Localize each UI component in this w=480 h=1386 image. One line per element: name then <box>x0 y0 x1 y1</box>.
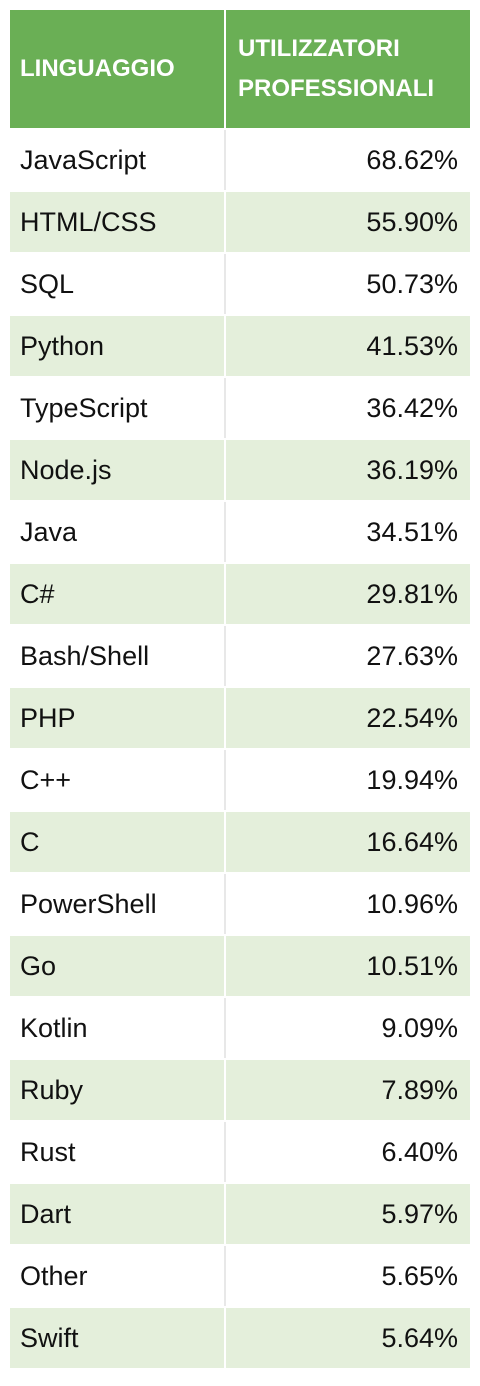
language-cell: PHP <box>10 688 226 748</box>
table-row: Go 10.51% <box>10 934 470 996</box>
usage-value-cell: 29.81% <box>366 578 458 609</box>
language-cell: Bash/Shell <box>10 626 226 686</box>
table-row: HTML/CSS 55.90% <box>10 190 470 252</box>
language-cell: Rust <box>10 1122 226 1182</box>
table-row: Rust 6.40% <box>10 1120 470 1182</box>
language-cell: Swift <box>10 1308 226 1368</box>
usage-value-cell: 50.73% <box>366 268 458 299</box>
usage-value-cell: 41.53% <box>366 330 458 361</box>
usage-value-cell: 6.40% <box>381 1136 458 1167</box>
table-row: Java 34.51% <box>10 500 470 562</box>
language-cell: Ruby <box>10 1060 226 1120</box>
usage-value-cell: 34.51% <box>366 516 458 547</box>
table-row: Swift 5.64% <box>10 1306 470 1368</box>
language-cell: Node.js <box>10 440 226 500</box>
usage-value-cell: 10.96% <box>366 888 458 919</box>
language-cell: HTML/CSS <box>10 192 226 252</box>
usage-value-cell: 27.63% <box>366 640 458 671</box>
usage-value-cell: 9.09% <box>381 1012 458 1043</box>
usage-value-cell: 36.19% <box>366 454 458 485</box>
language-cell: Java <box>10 502 226 562</box>
language-cell: PowerShell <box>10 874 226 934</box>
table-row: Ruby 7.89% <box>10 1058 470 1120</box>
language-cell: C++ <box>10 750 226 810</box>
header-users-line-2: PROFESSIONALI <box>238 75 435 102</box>
table-row: TypeScript 36.42% <box>10 376 470 438</box>
table-body: JavaScript 68.62% HTML/CSS 55.90% SQL 50.73% P… <box>10 128 470 1368</box>
table-row: PowerShell 10.96% <box>10 872 470 934</box>
usage-value-cell: 5.65% <box>381 1260 458 1291</box>
usage-value-cell: 36.42% <box>366 392 458 423</box>
language-cell: Python <box>10 316 226 376</box>
usage-value-cell: 55.90% <box>366 206 458 237</box>
table-row: C# 29.81% <box>10 562 470 624</box>
header-language: LINGUAGGIO <box>10 10 226 128</box>
table-row: C 16.64% <box>10 810 470 872</box>
usage-value-cell: 10.51% <box>366 950 458 981</box>
language-cell: SQL <box>10 254 226 314</box>
language-cell: Other <box>10 1246 226 1306</box>
usage-value-cell: 16.64% <box>366 826 458 857</box>
usage-value-cell: 5.97% <box>381 1198 458 1229</box>
table-header: LINGUAGGIO UTILIZZATORI PROFESSIONALI <box>10 10 470 128</box>
usage-value-cell: 5.64% <box>381 1322 458 1353</box>
language-cell: TypeScript <box>10 378 226 438</box>
table-row: Kotlin 9.09% <box>10 996 470 1058</box>
table-row: SQL 50.73% <box>10 252 470 314</box>
table-row: PHP 22.54% <box>10 686 470 748</box>
language-cell: Kotlin <box>10 998 226 1058</box>
table-row: Python 41.53% <box>10 314 470 376</box>
usage-value-cell: 19.94% <box>366 764 458 795</box>
language-cell: Dart <box>10 1184 226 1244</box>
usage-value-cell: 68.62% <box>366 144 458 175</box>
header-professional-users: UTILIZZATORI PROFESSIONALI <box>226 10 470 128</box>
table-row: Node.js 36.19% <box>10 438 470 500</box>
language-cell: C# <box>10 564 226 624</box>
usage-value-cell: 22.54% <box>366 702 458 733</box>
header-users-line-1: UTILIZZATORI <box>238 35 400 62</box>
table-row: Bash/Shell 27.63% <box>10 624 470 686</box>
language-cell: Go <box>10 936 226 996</box>
usage-value-cell: 7.89% <box>381 1074 458 1105</box>
language-usage-table: LINGUAGGIO UTILIZZATORI PROFESSIONALI Ja… <box>10 10 470 1368</box>
table-row: JavaScript 68.62% <box>10 128 470 190</box>
language-cell: C <box>10 812 226 872</box>
table-row: Other 5.65% <box>10 1244 470 1306</box>
table-row: Dart 5.97% <box>10 1182 470 1244</box>
language-cell: JavaScript <box>10 130 226 190</box>
table-row: C++ 19.94% <box>10 748 470 810</box>
